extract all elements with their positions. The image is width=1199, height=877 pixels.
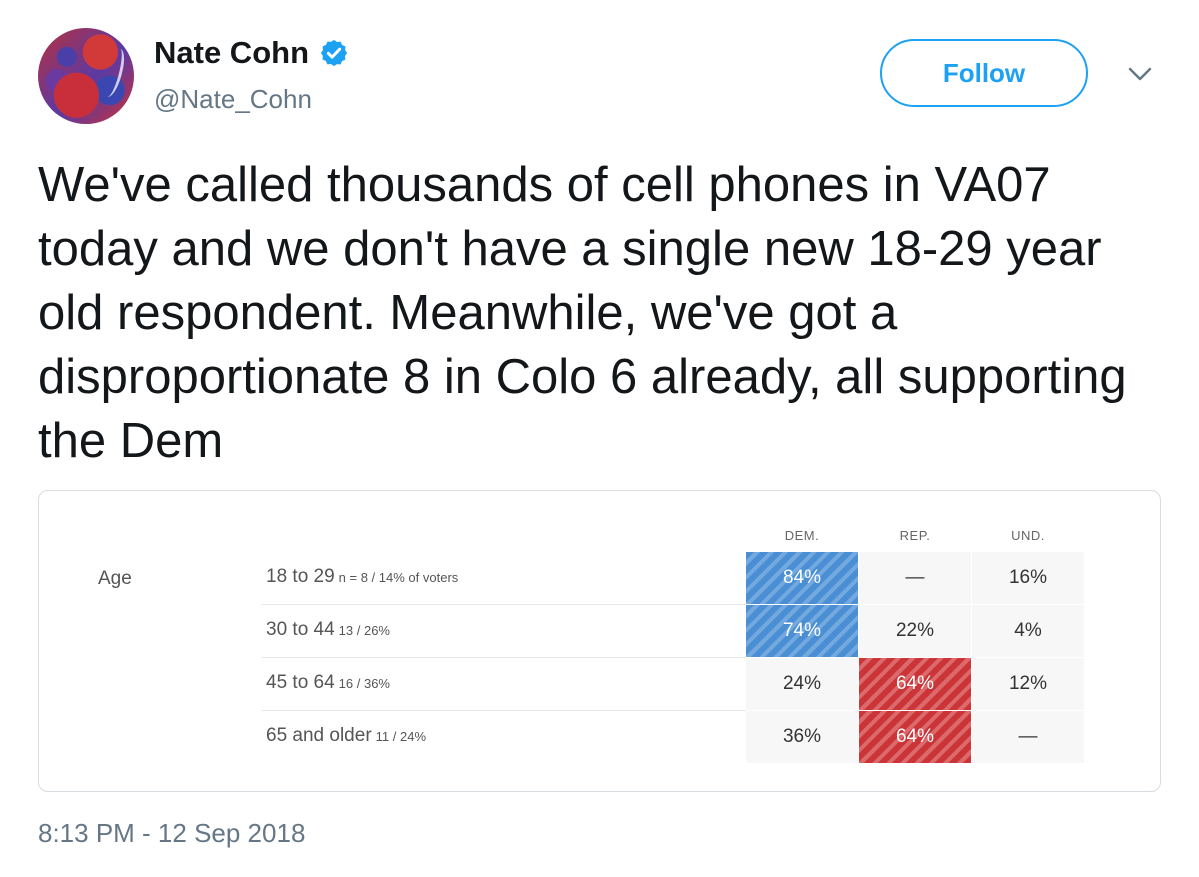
row-label-text: 30 to 44	[266, 619, 335, 640]
cell-dem: 74%	[746, 605, 858, 657]
user-name-text[interactable]: Nate Cohn	[154, 35, 309, 71]
row-label: 65 and older 11 / 24%	[266, 725, 426, 747]
cell-dem: 24%	[746, 658, 858, 710]
row-label: 18 to 29 n = 8 / 14% of voters	[266, 566, 458, 588]
cell-rep: 22%	[859, 605, 971, 657]
user-handle[interactable]: @Nate_Cohn	[154, 84, 312, 115]
cell-und: 12%	[972, 658, 1084, 710]
column-header-rep: REP.	[859, 528, 971, 543]
cell-und: 4%	[972, 605, 1084, 657]
chevron-down-icon[interactable]	[1126, 62, 1154, 86]
avatar[interactable]	[38, 28, 134, 124]
cell-rep: 64%	[859, 658, 971, 710]
row-label-sub: 11 / 24%	[376, 729, 426, 744]
row-label: 45 to 64 16 / 36%	[266, 672, 390, 694]
column-header-dem: DEM.	[746, 528, 858, 543]
row-label-text: 45 to 64	[266, 672, 335, 693]
row-divider	[262, 710, 746, 711]
row-label-text: 65 and older	[266, 725, 372, 746]
verified-badge-icon	[319, 38, 349, 68]
row-divider	[262, 604, 746, 605]
follow-button[interactable]: Follow	[880, 39, 1088, 107]
row-label-sub: 13 / 26%	[339, 623, 390, 638]
tweet-text: We've called thousands of cell phones in…	[38, 153, 1158, 473]
row-label: 30 to 44 13 / 26%	[266, 619, 390, 641]
avatar-map-outline	[100, 47, 127, 99]
cell-rep: 64%	[859, 711, 971, 763]
cell-rep: —	[859, 552, 971, 604]
row-label-sub: n = 8 / 14% of voters	[339, 570, 459, 585]
tweet-timestamp[interactable]: 8:13 PM - 12 Sep 2018	[38, 818, 305, 849]
row-divider	[262, 657, 746, 658]
column-header-und: UND.	[972, 528, 1084, 543]
cell-und: —	[972, 711, 1084, 763]
group-label: Age	[98, 568, 132, 590]
cell-dem: 36%	[746, 711, 858, 763]
user-name[interactable]: Nate Cohn	[154, 35, 349, 71]
cell-und: 16%	[972, 552, 1084, 604]
cell-dem: 84%	[746, 552, 858, 604]
row-label-sub: 16 / 36%	[339, 676, 390, 691]
row-label-text: 18 to 29	[266, 566, 335, 587]
